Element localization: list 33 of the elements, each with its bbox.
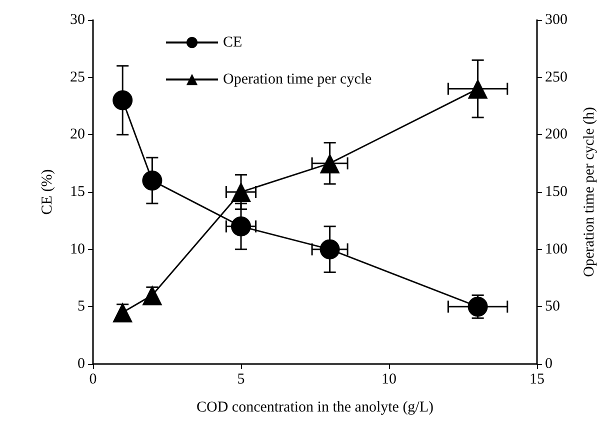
y-axis-title: CE (%) [40,169,56,215]
point [231,182,251,202]
y-tick-label: 15 [70,184,85,200]
point [468,78,488,99]
x-tick-label: 10 [382,372,396,388]
y-tick-label: 25 [70,69,85,86]
y2-axis-title: Operation time per cycle (h) [582,107,598,277]
y2-tick-label: 200 [545,126,568,143]
y2-tick-label: 0 [545,356,552,372]
x-tick-label: 0 [89,372,97,388]
x-axis-title: COD concentration in the anolyte (g/L) [196,400,434,416]
y-tick-label: 5 [78,298,85,315]
x-tick-label: 5 [237,372,245,388]
point [112,90,133,110]
point [112,302,133,322]
legend-label: Operation time per cycle [223,72,372,88]
point [468,296,488,317]
y-tick-label: 20 [70,126,85,143]
point [320,153,340,174]
x-tick-label: 15 [530,372,544,388]
y2-tick-label: 300 [545,12,568,28]
y2-tick-label: 100 [545,241,568,258]
y-tick-label: 10 [70,241,85,258]
point [142,170,162,191]
legend-label: CE [223,34,242,50]
point [231,216,251,236]
y2-tick-label: 50 [545,298,560,315]
y2-tick-label: 150 [545,184,568,200]
y-tick-label: 0 [78,356,85,372]
y2-tick-label: 250 [545,69,568,86]
point [142,285,162,306]
y-tick-label: 30 [70,12,85,28]
point [320,239,340,260]
